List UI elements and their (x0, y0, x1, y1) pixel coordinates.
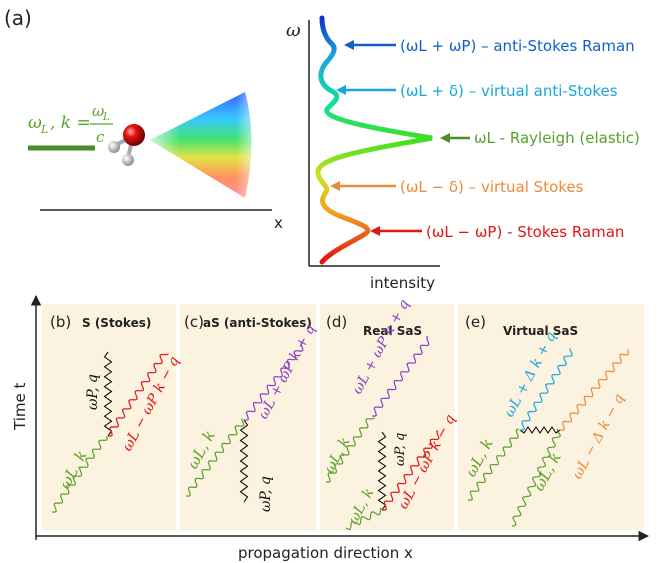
wave-c-green (185, 418, 245, 497)
incident-label: ω L , k = ω L c (28, 102, 113, 146)
wave-e-orange (559, 349, 629, 431)
peak-label-virtual-anti-stokes: (ωL + δ) – virtual anti-Stokes (400, 82, 618, 100)
panel-e-tag: (e) (465, 313, 486, 331)
panel-b-tag: (b) (50, 313, 71, 331)
scattered-light-fan (150, 92, 252, 198)
wave-e-zig (519, 426, 561, 434)
bottom-y-label: Time t (11, 383, 29, 431)
bottom-x-label: propagation direction x (238, 544, 413, 562)
peak-rayleigh: ωL - Rayleigh (elastic) (440, 129, 640, 147)
panel-c-title: aS (anti-Stokes) (203, 316, 312, 330)
panel-e-bg (458, 304, 644, 530)
wave-label-b-black: ωP, q (85, 374, 101, 410)
wave-e-green2 (511, 428, 561, 527)
wave-d-purple (371, 336, 430, 417)
wave-c-purple (243, 341, 304, 421)
water-molecule-icon (108, 124, 145, 166)
wave-layer (51, 336, 629, 531)
spectrum-x-label: intensity (370, 274, 435, 292)
incident-omega-sub: L (40, 123, 48, 136)
panel-a-tag: (a) (4, 6, 32, 30)
incident-omega: ω (28, 113, 42, 133)
wave-e-blue (520, 348, 573, 431)
wave-d-green1 (325, 417, 375, 483)
wave-c-black (239, 419, 249, 503)
wave-d-black (377, 431, 387, 511)
incident-k: , k = (50, 113, 91, 133)
panel-d-tag: (d) (326, 313, 347, 331)
wave-label-c-black: ωP, q (258, 476, 274, 512)
peak-anti-stokes-raman: (ωL + ωP) – anti-Stokes Raman (344, 37, 635, 55)
panel-b-title: S (Stokes) (82, 316, 151, 330)
peak-virtual-stokes: (ωL − δ) – virtual Stokes (330, 178, 584, 196)
peak-label-stokes-raman: (ωL − ωP) - Stokes Raman (426, 223, 624, 241)
incident-num: ω (92, 102, 104, 120)
incident-num-sub: L (102, 112, 110, 123)
panel-d-bg (320, 304, 454, 530)
wave-b-green (51, 436, 108, 513)
wave-d-red (381, 430, 440, 511)
peak-stokes-raman: (ωL − ωP) - Stokes Raman (370, 223, 624, 241)
panel-c-tag: (c) (184, 313, 204, 331)
wave-label-d-black: ωP, q (393, 433, 408, 466)
panel-a-x-label: x (274, 214, 283, 232)
panel-b-bg (42, 304, 176, 530)
wave-b-black (103, 351, 113, 437)
wave-e-green1 (467, 428, 519, 501)
peak-label-virtual-stokes: (ωL − δ) – virtual Stokes (400, 178, 584, 196)
panel-d-title: Real SaS (363, 324, 422, 338)
peak-label-anti-stokes-raman: (ωL + ωP) – anti-Stokes Raman (400, 37, 635, 55)
peak-label-rayleigh: ωL - Rayleigh (elastic) (474, 129, 640, 147)
incident-den: c (96, 128, 105, 146)
panel-e-title: Virtual SaS (503, 324, 578, 338)
peak-virtual-anti-stokes: (ωL + δ) – virtual anti-Stokes (336, 82, 618, 100)
spectrum-y-label: ω (286, 20, 301, 41)
wave-b-red (107, 353, 169, 437)
spectrum-curve (315, 15, 433, 265)
wave-d-green2 (345, 507, 382, 531)
